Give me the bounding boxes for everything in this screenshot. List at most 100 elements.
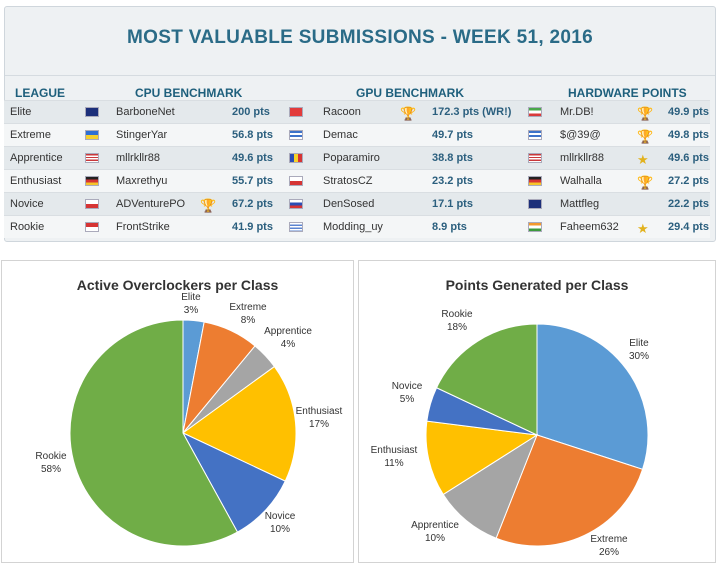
overclockers-pie: Elite 3% Extreme 8% Apprentice 4% Enthusiast 17… (35, 292, 343, 547)
hw-user-link[interactable]: Mattfleg (560, 198, 600, 210)
star-trophy-icon: ★ (637, 152, 649, 167)
league-cell: Elite (10, 106, 32, 118)
league-cell: Enthusiast (10, 175, 62, 187)
romania-flag-icon (289, 153, 303, 163)
hw-points: 22.2 pts (668, 198, 709, 210)
hw-points: 27.2 pts (668, 175, 709, 187)
hw-user-link[interactable]: $@39@ (560, 129, 601, 141)
pie-slice-elite (536, 323, 649, 470)
table-header: LEAGUE CPU BENCHMARK GPU BENCHMARK HARDW… (5, 75, 715, 108)
silver-trophy-icon: 🏆 (200, 198, 217, 213)
india-flag-icon (528, 222, 542, 232)
cpu-points: 55.7 pts (232, 175, 273, 187)
gpu-column-header: GPU BENCHMARK (356, 86, 464, 100)
czech-flag-icon (289, 176, 303, 186)
slice-label-extreme: Extreme (229, 302, 267, 313)
slice-percent-extreme: 26% (599, 547, 619, 558)
cpu-user-link[interactable]: Maxrethyu (116, 175, 168, 187)
league-cell: Rookie (10, 221, 45, 233)
gpu-points: 8.9 pts (432, 221, 467, 233)
iran-flag-icon (528, 107, 542, 117)
poland-flag-icon (85, 199, 99, 209)
pie-slice-novice (181, 431, 286, 533)
slice-percent-rookie: 18% (447, 322, 467, 333)
slice-label-elite: Elite (629, 338, 649, 349)
league-cell: Extreme (10, 129, 51, 141)
cpu-user-link[interactable]: FrontStrike (116, 221, 170, 233)
gold-trophy-icon: 🏆 (400, 106, 417, 121)
cpu-user-link[interactable]: ADVenturePO (116, 198, 186, 210)
cpu-user-link[interactable]: StingerYar (116, 129, 168, 141)
hw-user-link[interactable]: Walhalla (560, 175, 602, 187)
pie-slice-extreme (495, 434, 644, 547)
slice-percent-apprentice: 4% (281, 339, 296, 350)
cpu-points: 41.9 pts (232, 221, 273, 233)
slice-label-rookie: Rookie (35, 451, 67, 462)
hw-column-header: HARDWARE POINTS (568, 86, 687, 100)
gpu-user-link[interactable]: DenSosed (323, 198, 375, 210)
hw-user-link[interactable]: Faheem632 (560, 221, 619, 233)
slice-percent-rookie: 58% (41, 464, 61, 475)
table-row: Elite BarboneNet 200 pts Racoon 🏆 172.3 pts (… (4, 100, 710, 123)
table-row: Extreme StingerYar 56.8 pts Demac 49.7 pts $@… (4, 123, 710, 146)
cpu-column-header: CPU BENCHMARK (135, 86, 243, 100)
greece-flag-icon (528, 130, 542, 140)
overclockers-chart: Active Overclockers per Class Elite 3% Ext… (1, 260, 354, 563)
cpu-points: 49.6 pts (232, 152, 273, 164)
chart-title: Points Generated per Class (445, 277, 629, 293)
gpu-user-link[interactable]: StratosCZ (323, 175, 373, 187)
slice-label-enthusiast: Enthusiast (296, 406, 343, 417)
gpu-user-link[interactable]: Poparamiro (323, 152, 380, 164)
pie-slice-rookie (69, 319, 239, 547)
gold-trophy-icon: 🏆 (637, 106, 654, 121)
slice-percent-apprentice: 10% (425, 533, 445, 544)
cpu-points: 67.2 pts (232, 198, 273, 210)
gpu-user-link[interactable]: Racoon (323, 106, 361, 118)
gpu-user-link[interactable]: Modding_uy (323, 221, 383, 233)
ukraine-flag-icon (85, 130, 99, 140)
table-row: Apprentice mllrkllr88 49.6 pts Poparamiro 38… (4, 146, 710, 169)
slice-label-novice: Novice (392, 381, 423, 392)
submissions-table: Elite BarboneNet 200 pts Racoon 🏆 172.3 pts (… (4, 100, 710, 238)
slice-percent-extreme: 8% (241, 315, 256, 326)
slice-label-rookie: Rookie (441, 309, 473, 320)
hw-user-link[interactable]: mllrkllr88 (560, 152, 604, 164)
table-row: Enthusiast Maxrethyu 55.7 pts StratosCZ 23.2… (4, 169, 710, 192)
usa-flag-icon (85, 153, 99, 163)
hw-points: 49.9 pts (668, 106, 709, 118)
league-cell: Novice (10, 198, 44, 210)
greece-flag-icon (289, 130, 303, 140)
usa-flag-icon (528, 153, 542, 163)
slice-label-apprentice: Apprentice (264, 326, 312, 337)
uruguay-flag-icon (289, 222, 303, 232)
hw-user-link[interactable]: Mr.DB! (560, 106, 594, 118)
page-title: MOST VALUABLE SUBMISSIONS - WEEK 51, 201… (127, 27, 593, 48)
cpu-points: 200 pts (232, 106, 270, 118)
pie-slice-rookie (435, 323, 538, 436)
gpu-points: 38.8 pts (432, 152, 473, 164)
cpu-user-link[interactable]: BarboneNet (116, 106, 175, 118)
gpu-points: 49.7 pts (432, 129, 473, 141)
slice-percent-novice: 10% (270, 524, 290, 535)
hw-points: 29.4 pts (668, 221, 709, 233)
slice-label-apprentice: Apprentice (411, 520, 459, 531)
slice-label-enthusiast: Enthusiast (371, 445, 418, 456)
gold-trophy-icon: 🏆 (637, 175, 654, 190)
pie-slice-enthusiast (182, 365, 297, 482)
slice-percent-elite: 3% (184, 305, 199, 316)
cpu-user-link[interactable]: mllrkllr88 (116, 152, 160, 164)
gold-trophy-icon: 🏆 (637, 129, 654, 144)
slice-percent-elite: 30% (629, 351, 649, 362)
slice-percent-enthusiast: 17% (309, 419, 329, 430)
cpu-points: 56.8 pts (232, 129, 273, 141)
gpu-points: 172.3 pts (WR!) (432, 106, 512, 118)
slice-percent-novice: 5% (400, 394, 415, 405)
new-zealand-flag-icon (528, 199, 542, 209)
indonesia-flag-icon (85, 222, 99, 232)
russia-flag-icon (289, 199, 303, 209)
slice-label-extreme: Extreme (590, 534, 628, 545)
gpu-user-link[interactable]: Demac (323, 129, 358, 141)
points-pie: Elite 30% Extreme 26% Apprentice 10% Enthusias… (371, 309, 650, 558)
hw-points: 49.6 pts (668, 152, 709, 164)
star-trophy-icon: ★ (637, 221, 649, 236)
